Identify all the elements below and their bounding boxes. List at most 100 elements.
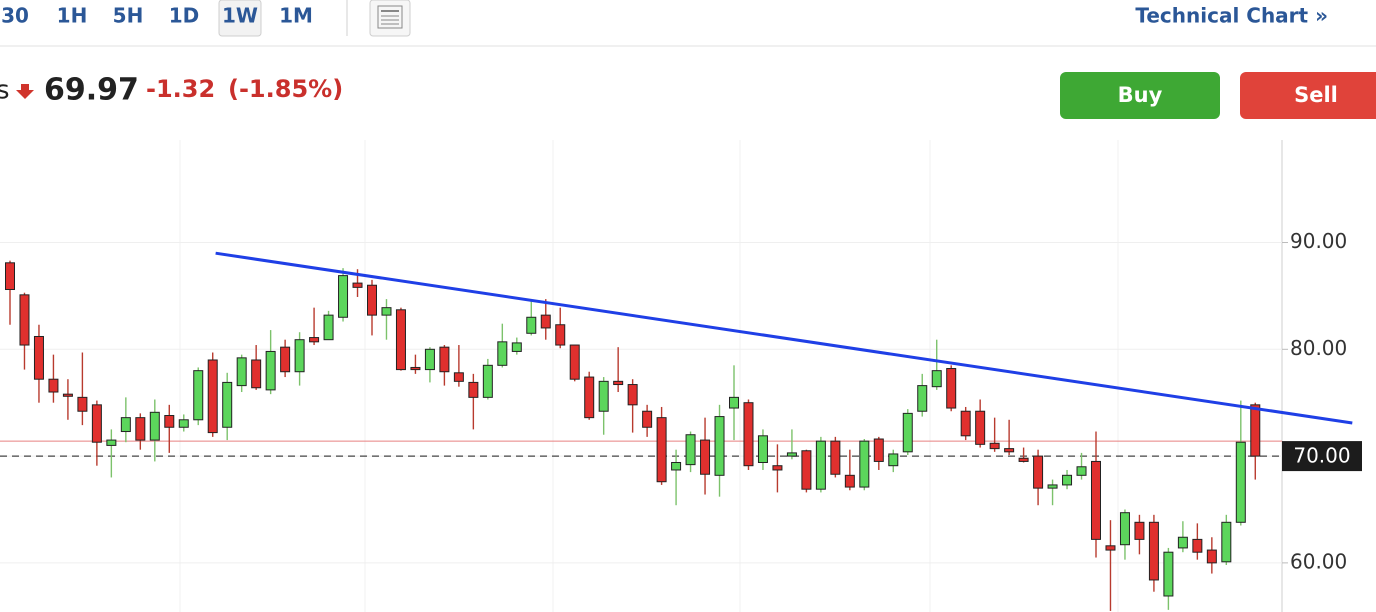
buy-label[interactable]: Buy bbox=[1118, 83, 1163, 107]
candle-body bbox=[482, 364, 493, 398]
candle-body bbox=[62, 393, 73, 397]
trendline bbox=[215, 251, 1353, 425]
candle-body bbox=[251, 359, 262, 389]
quote-change-percent: (-1.85%) bbox=[228, 75, 343, 103]
quote-price: 69.97 bbox=[44, 73, 139, 108]
candle-body bbox=[526, 316, 537, 334]
candle-body bbox=[1177, 536, 1188, 549]
candle-body bbox=[149, 411, 160, 441]
interval-button[interactable]: 1D bbox=[169, 4, 200, 28]
sell-button[interactable]: Sell bbox=[1240, 72, 1376, 119]
candle-body bbox=[410, 366, 421, 371]
candle-body bbox=[613, 380, 624, 386]
candle-body bbox=[642, 410, 653, 428]
candle-body bbox=[1235, 441, 1246, 523]
candle-body bbox=[294, 339, 305, 373]
candle-body bbox=[700, 439, 711, 475]
candle-body bbox=[1033, 455, 1044, 489]
candle-body bbox=[627, 384, 638, 406]
candle-body bbox=[888, 453, 899, 467]
down-arrow bbox=[16, 84, 34, 99]
candle-body bbox=[685, 434, 696, 466]
candle-body bbox=[743, 402, 754, 467]
candle-body bbox=[207, 359, 218, 434]
candle-body bbox=[5, 262, 15, 291]
quote-change: -1.32 bbox=[146, 75, 215, 103]
candle-body bbox=[714, 416, 725, 476]
plot bbox=[0, 242, 1353, 611]
candle-body bbox=[584, 376, 595, 419]
interval-button[interactable]: 5H bbox=[113, 4, 144, 28]
candle-body bbox=[1119, 512, 1130, 546]
candle-body bbox=[1047, 484, 1058, 489]
candle-body bbox=[671, 461, 682, 471]
candle-body bbox=[1163, 551, 1174, 597]
candle-body bbox=[1018, 457, 1029, 462]
date-grid bbox=[179, 140, 1119, 612]
candle-body bbox=[106, 439, 117, 446]
candle-body bbox=[540, 314, 551, 329]
candle-body bbox=[77, 396, 88, 412]
candle-body bbox=[1250, 404, 1261, 457]
quote-name: s bbox=[0, 76, 10, 106]
candle-body bbox=[1004, 448, 1015, 453]
last-price-box bbox=[1282, 441, 1362, 472]
candle-body bbox=[309, 337, 320, 343]
candle-body bbox=[265, 350, 276, 391]
candle-body bbox=[367, 284, 377, 316]
interval-button[interactable]: 1H bbox=[57, 4, 88, 28]
candle-body bbox=[352, 282, 363, 288]
interval-button[interactable]: 1M bbox=[279, 4, 313, 28]
candle-body bbox=[48, 378, 59, 393]
candle-body bbox=[786, 452, 797, 457]
candle-body bbox=[381, 307, 392, 316]
layout-icon[interactable] bbox=[369, 0, 411, 37]
candle-body bbox=[135, 417, 146, 441]
active-interval-bg bbox=[218, 0, 262, 37]
candle-body bbox=[859, 440, 870, 488]
candle-body bbox=[193, 370, 204, 421]
candle-body bbox=[19, 294, 30, 346]
candle-body bbox=[931, 370, 942, 388]
candle-body bbox=[91, 404, 102, 443]
candle-body bbox=[280, 346, 291, 373]
candle-body bbox=[178, 419, 189, 428]
y-tick-label: 60.00 bbox=[1290, 549, 1347, 573]
candle-body bbox=[555, 324, 566, 346]
candle-body bbox=[656, 417, 667, 483]
candle-body bbox=[1221, 521, 1232, 563]
candle-body bbox=[729, 396, 739, 409]
candle-body bbox=[917, 385, 928, 412]
candle-body bbox=[975, 410, 986, 445]
candle-body bbox=[801, 450, 812, 490]
candle-body bbox=[511, 342, 522, 352]
y-tick-label: 90.00 bbox=[1290, 229, 1347, 253]
sell-label[interactable]: Sell bbox=[1294, 83, 1338, 107]
interval-button[interactable]: 1W bbox=[222, 4, 258, 28]
candle-body bbox=[815, 440, 826, 490]
candle-body bbox=[830, 440, 841, 475]
candle-body bbox=[569, 344, 580, 380]
candle-body bbox=[757, 435, 768, 463]
candle-body bbox=[960, 410, 971, 437]
candle-body bbox=[873, 438, 884, 462]
candle-body bbox=[1192, 538, 1203, 553]
candle-body bbox=[1105, 545, 1116, 551]
candle-body bbox=[989, 442, 1000, 450]
candle-body bbox=[120, 417, 131, 433]
technical-chart-link[interactable]: Technical Chart » bbox=[1135, 4, 1328, 28]
candle-body bbox=[33, 335, 44, 380]
candle-body bbox=[222, 381, 233, 428]
candle-body bbox=[395, 309, 406, 371]
candle-body bbox=[598, 380, 609, 412]
candle-body bbox=[946, 368, 957, 409]
interval-button[interactable]: 30 bbox=[1, 4, 29, 28]
candle-body bbox=[164, 415, 175, 428]
candle-body bbox=[1062, 474, 1073, 486]
buy-button[interactable]: Buy bbox=[1060, 72, 1220, 119]
candle-body bbox=[1134, 521, 1145, 540]
candle-body bbox=[1148, 521, 1159, 581]
y-tick-label: 80.00 bbox=[1290, 336, 1347, 360]
candle-body bbox=[1091, 460, 1101, 540]
candle-body bbox=[902, 412, 913, 453]
